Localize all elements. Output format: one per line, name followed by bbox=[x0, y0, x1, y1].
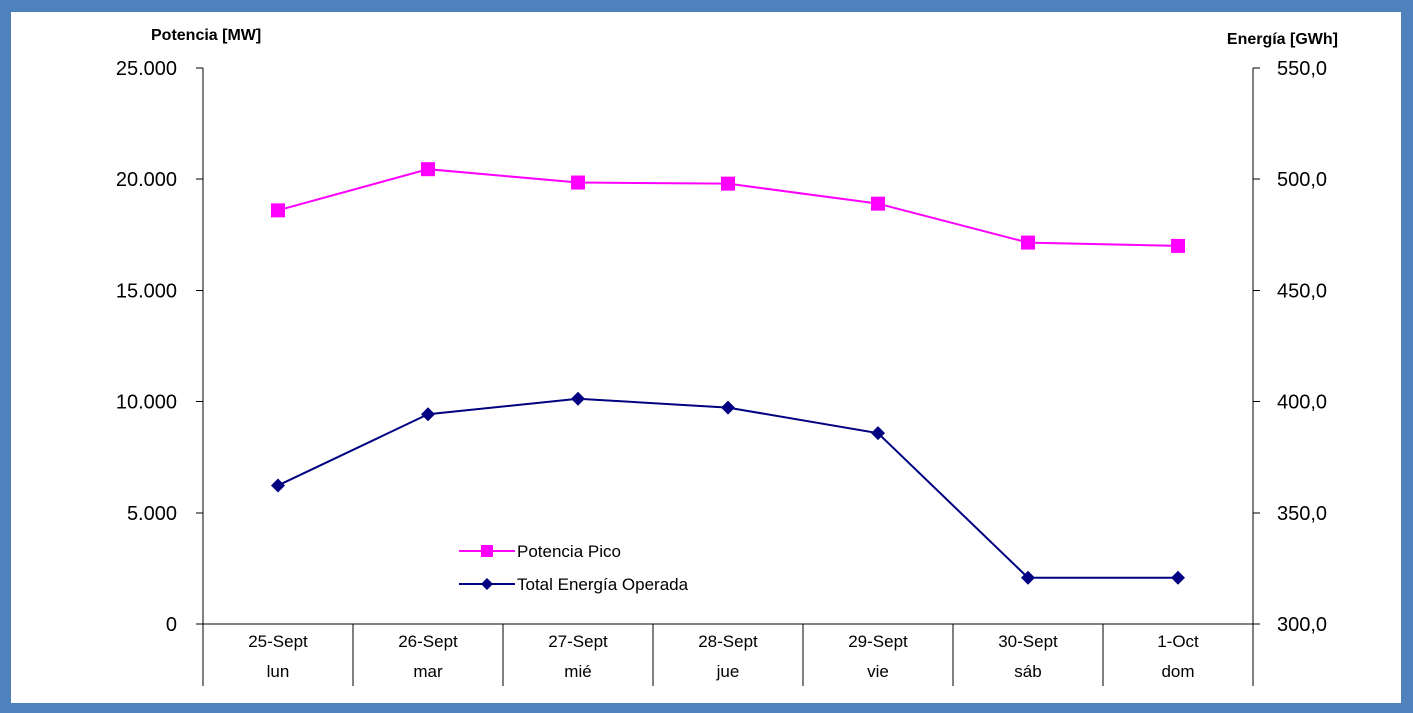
category-day-label: sáb bbox=[1014, 662, 1041, 681]
data-point-potencia-pico bbox=[1171, 238, 1185, 253]
data-point-potencia-pico bbox=[721, 176, 735, 191]
left-axis-tick-label: 15.000 bbox=[116, 280, 177, 302]
category-date-label: 30-Sept bbox=[998, 632, 1058, 651]
category-date-label: 26-Sept bbox=[398, 632, 458, 651]
legend: Potencia Pico Total Energía Operada bbox=[459, 542, 689, 594]
left-axis-tick-label: 25.000 bbox=[116, 58, 177, 80]
right-axis-tick-label: 500,0 bbox=[1277, 169, 1327, 191]
category-day-label: jue bbox=[716, 662, 740, 681]
series-layer bbox=[271, 162, 1185, 585]
right-axis-title: Energía [GWh] bbox=[1227, 31, 1338, 48]
category-day-label: lun bbox=[267, 662, 290, 681]
data-point-total-energia-operada bbox=[271, 478, 285, 493]
data-point-potencia-pico bbox=[571, 175, 585, 190]
left-axis-title: Potencia [MW] bbox=[151, 27, 261, 44]
series-line-total-energia-operada bbox=[277, 397, 1178, 579]
data-point-total-energia-operada bbox=[721, 400, 735, 415]
category-date-label: 1-Oct bbox=[1157, 632, 1199, 651]
data-point-potencia-pico bbox=[421, 162, 435, 177]
data-point-potencia-pico bbox=[271, 203, 285, 218]
legend-label-total-energia-operada: Total Energía Operada bbox=[517, 575, 689, 594]
data-point-total-energia-operada bbox=[421, 407, 435, 422]
data-point-total-energia-operada bbox=[1171, 570, 1185, 585]
category-day-label: mar bbox=[413, 662, 443, 681]
data-point-total-energia-operada bbox=[571, 391, 585, 406]
legend-marker-diamond-icon bbox=[481, 578, 493, 590]
left-axis-tick-label: 0 bbox=[166, 614, 177, 636]
legend-marker-square-icon bbox=[481, 545, 493, 557]
right-axis-tick-label: 450,0 bbox=[1277, 280, 1327, 302]
left-axis-tick-label: 10.000 bbox=[116, 392, 177, 414]
category-day-label: dom bbox=[1161, 662, 1194, 681]
right-axis-tick-label: 550,0 bbox=[1277, 58, 1327, 80]
right-axis-tick-label: 300,0 bbox=[1277, 614, 1327, 636]
category-date-label: 25-Sept bbox=[248, 632, 308, 651]
data-point-total-energia-operada bbox=[871, 426, 885, 441]
data-point-total-energia-operada bbox=[1021, 570, 1035, 585]
category-day-label: vie bbox=[867, 662, 889, 681]
category-date-label: 29-Sept bbox=[848, 632, 908, 651]
legend-label-potencia-pico: Potencia Pico bbox=[517, 542, 621, 561]
category-day-label: mié bbox=[564, 662, 591, 681]
data-point-potencia-pico bbox=[871, 196, 885, 211]
category-date-label: 27-Sept bbox=[548, 632, 608, 651]
left-axis-tick-label: 5.000 bbox=[127, 503, 177, 525]
right-axis-tick-label: 400,0 bbox=[1277, 392, 1327, 414]
right-axis-tick-label: 350,0 bbox=[1277, 503, 1327, 525]
axes: 0 5.000 10.000 15.000 20.000 25.000 300,0 350,0… bbox=[116, 58, 1327, 686]
data-point-potencia-pico bbox=[1021, 235, 1035, 250]
left-axis-tick-label: 20.000 bbox=[116, 169, 177, 191]
category-date-label: 28-Sept bbox=[698, 632, 758, 651]
